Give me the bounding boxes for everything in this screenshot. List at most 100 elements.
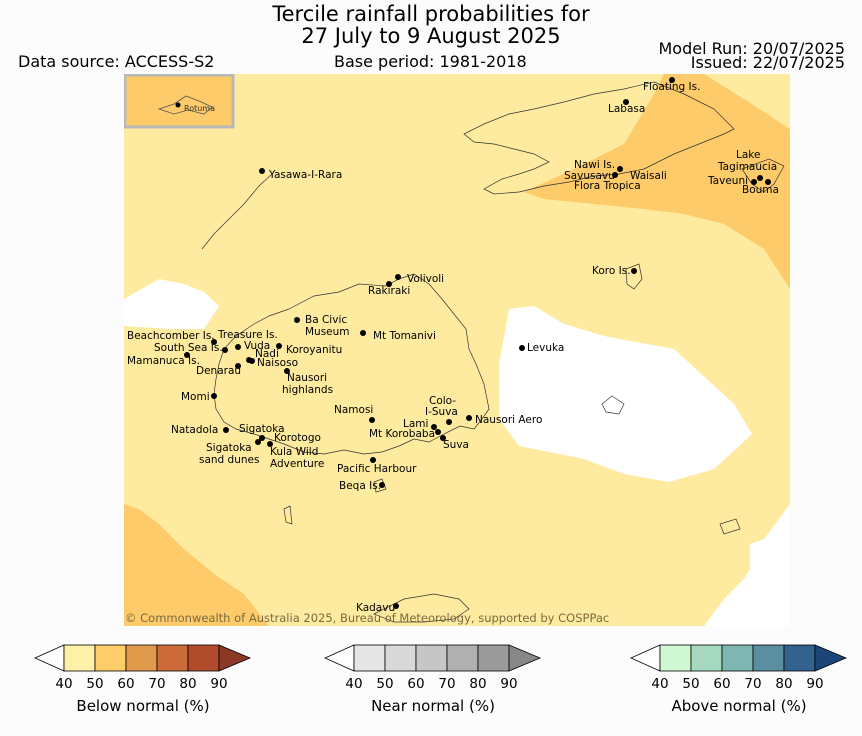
place-marker [259,435,265,441]
tick-label: 70 [438,676,456,692]
place-marker [370,457,376,463]
color-swatch [752,644,785,672]
viti-levu-coastline [213,273,490,455]
place-marker [519,345,525,351]
no-data-region-east [499,306,752,482]
tick-label: 70 [744,676,762,692]
place-marker [267,441,273,447]
color-swatch [63,644,96,672]
tick-label: 90 [500,676,518,692]
below-normal-colorbar [34,644,252,672]
place-label-treasure-is: Treasure Is. [218,329,278,341]
place-marker [259,168,265,174]
tick-label: 60 [713,676,731,692]
color-swatch [125,644,158,672]
place-marker [395,274,401,280]
colorbar-min-arrow [630,644,661,672]
beqa-coastline [373,478,387,493]
place-marker [435,429,441,435]
color-swatch [690,644,723,672]
place-marker [431,424,437,430]
tick-label: 40 [345,676,363,692]
place-label-bouma: Bouma [742,184,779,196]
place-label-nawi-is: Nawi Is. [574,159,616,171]
place-label-museum: Museum [305,326,350,338]
gau-island-coastline [601,395,625,415]
place-label-momi: Momi [181,391,210,403]
place-label-kadavu: Kadavu [356,602,396,614]
tick-label: 50 [682,676,700,692]
place-marker [255,439,261,445]
place-label-natadola: Natadola [171,424,219,436]
place-marker [393,603,399,609]
tick-label: 90 [210,676,228,692]
colorbar-max-arrow [508,644,542,672]
place-label-denarau: Denarau [196,365,242,377]
place-marker [612,172,618,178]
place-label-taveuni: Taveuni [708,175,749,187]
tick-label: 50 [86,676,104,692]
place-label-lami: Lami [403,418,429,430]
place-label-labasa: Labasa [608,103,646,115]
no-data-region-southeast [704,504,790,626]
above-normal-title: Above normal (%) [671,697,807,715]
place-label-colo: Colo- [429,395,457,407]
color-swatch [187,644,220,672]
rainfall-map: Floating Is. Labasa Yasawa-I-Rara Nawi I… [123,73,790,626]
place-marker [211,393,217,399]
rotuma-coastline [157,95,213,115]
color-swatch [94,644,127,672]
place-marker [440,435,446,441]
place-marker [631,268,637,274]
place-label-ba-civic: Ba Civic [305,314,348,326]
place-marker [623,99,629,105]
place-label-naisoso: Naisoso [257,357,298,369]
place-label-mamanuca-is: Mamanuca Is. [127,355,200,367]
place-label-highlands: highlands [282,384,334,396]
place-marker [249,358,255,364]
place-marker [235,344,241,350]
color-swatch [384,644,417,672]
place-marker [294,317,300,323]
place-label-vuda: Vuda [244,340,271,352]
inset-label-rotuma: Rotuma [184,104,215,113]
tick-label: 40 [55,676,73,692]
tick-label: 70 [148,676,166,692]
place-label-flora-tropica: Flora Tropica [574,180,641,192]
place-label-sigatoka: Sigatoka [239,423,285,435]
place-label-lake: Lake [736,149,761,161]
place-marker [466,415,472,421]
model-run: Model Run: 20/07/2025 [658,39,846,58]
map-canvas [123,73,790,626]
place-marker [235,363,241,369]
tick-label: 50 [376,676,394,692]
place-marker [211,339,217,345]
place-label-waisali: Waisali [630,170,667,182]
place-label-yasawa-i-rara: Yasawa-I-Rara [269,169,343,181]
place-marker [765,179,771,185]
copyright-notice: © Commonwealth of Australia 2025, Bureau… [125,611,610,625]
color-swatch [353,644,386,672]
color-swatch [477,644,510,672]
place-label-nadi: Nadi [255,348,279,360]
place-label-pacific-harbour: Pacific Harbour [337,463,417,475]
color-swatch [156,644,189,672]
place-label-beachcomber-is: Beachcomber Is. [127,330,215,342]
map-title-line-1: Tercile rainfall probabilities for [272,2,590,26]
map-title-line-2: 27 July to 9 August 2025 [301,24,561,48]
place-label-mt-korobaba: Mt Korobaba [369,428,436,440]
tick-label: 60 [117,676,135,692]
place-label-nausori-aero: Nausori Aero [475,414,543,426]
colorbar-max-arrow [218,644,252,672]
tick-label: 80 [179,676,197,692]
place-label-suva: Suva [443,439,469,451]
place-label-sigatoka-sand-dunes: Sigatoka [206,442,252,454]
tick-label: 40 [651,676,669,692]
place-marker [751,179,757,185]
place-label-volivoli: Volivoli [407,273,445,285]
issued-date: Issued: 22/07/2025 [690,53,845,72]
tick-label: 80 [469,676,487,692]
color-swatch [659,644,692,672]
place-label-kula-wild: Kula Wild [270,446,319,458]
place-label-beqa-is: Beqa Is. [339,480,382,492]
